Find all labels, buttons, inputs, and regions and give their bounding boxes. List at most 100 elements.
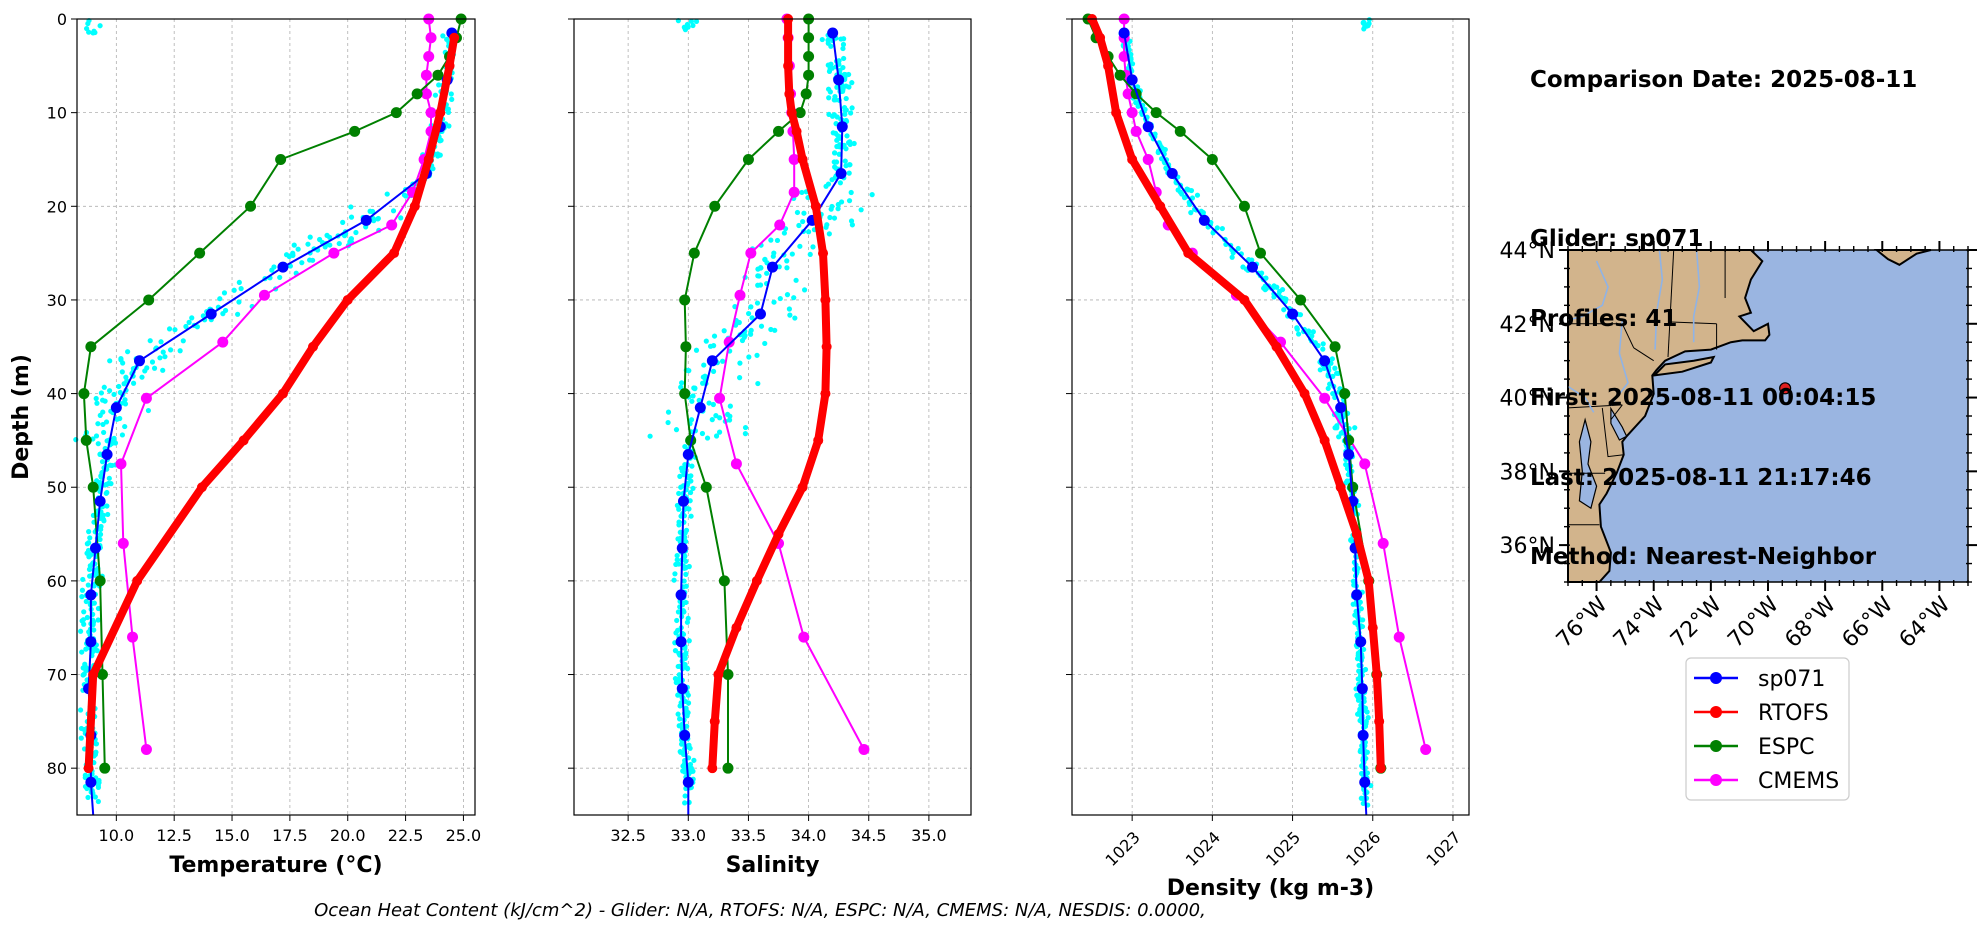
scatter-point <box>1229 254 1235 260</box>
temperature-profile-chart: 0 10 20 30 40 50 60 70 80 10.0 12.5 15.0 17.5 20.0 22.… <box>9 10 481 878</box>
series-point-cmems <box>798 631 810 643</box>
scatter-point <box>703 338 709 344</box>
x-tick-label: 1027 <box>1422 828 1464 870</box>
map-state-border <box>1667 249 1675 358</box>
scatter-point <box>401 192 408 198</box>
series-point-rtofs <box>751 575 762 586</box>
series-point-sp071 <box>1142 121 1154 133</box>
scatter-point <box>665 419 671 426</box>
y-tick-label: 40 <box>47 385 67 404</box>
scatter-point <box>85 547 92 554</box>
series-point-rtofs <box>1367 622 1378 633</box>
scatter-point <box>755 266 761 272</box>
scatter-point <box>220 311 226 317</box>
scatter-point <box>706 400 712 406</box>
x-tick-label: 20.0 <box>330 826 366 845</box>
series-point-sp071 <box>676 542 688 554</box>
map-river <box>1567 260 1609 321</box>
x-tick-label: 32.5 <box>610 826 646 845</box>
series-point-sp071 <box>676 683 688 695</box>
scatter-point <box>824 222 830 228</box>
x-tick-label: 35.0 <box>911 826 947 845</box>
series-point-cmems <box>140 743 152 755</box>
series-point-rtofs <box>83 763 94 774</box>
series-point-sp071 <box>1357 729 1369 741</box>
series-point-espc <box>1329 341 1341 353</box>
x-axis-label: Temperature (°C) <box>169 853 382 878</box>
series-point-rtofs <box>810 201 821 212</box>
scatter-point <box>848 218 855 224</box>
scatter-point <box>101 429 107 436</box>
series-point-sp071 <box>1355 636 1367 648</box>
scatter-point <box>1175 187 1181 193</box>
scatter-point <box>95 605 102 612</box>
scatter-point <box>166 326 173 332</box>
series-point-rtofs <box>773 529 784 540</box>
scatter-point <box>108 481 114 487</box>
series-line-sp071 <box>87 32 453 816</box>
scatter-point <box>781 230 787 236</box>
scatter-point <box>774 237 781 244</box>
scatter-point <box>97 536 103 543</box>
series-point-cmems <box>1377 537 1389 549</box>
series-point-rtofs <box>820 388 831 399</box>
scatter-point <box>449 96 455 102</box>
scatter-point <box>130 380 137 386</box>
scatter-point <box>678 741 685 747</box>
series-point-espc <box>803 69 815 81</box>
scatter-point <box>709 417 715 423</box>
scatter-point <box>111 391 117 398</box>
scatter-point <box>684 723 690 729</box>
scatter-point <box>764 270 770 276</box>
series-point-espc <box>194 247 206 259</box>
series-point-cmems <box>1142 153 1154 165</box>
scatter-point <box>1279 286 1286 293</box>
map-lon-label: 76°W <box>1552 592 1613 653</box>
series-point-espc <box>78 388 90 400</box>
scatter-point <box>784 265 790 271</box>
scatter-point <box>791 295 797 301</box>
series-point-rtofs <box>1095 32 1106 43</box>
scatter-point <box>348 236 354 242</box>
scatter-point <box>771 250 777 256</box>
series-point-cmems <box>714 392 726 404</box>
scatter-point <box>139 374 145 380</box>
scatter-point <box>1320 341 1326 347</box>
scatter-point <box>221 290 228 296</box>
series-point-rtofs <box>1155 201 1166 212</box>
series-point-espc <box>803 50 815 62</box>
legend: sp071 RTOFS ESPC CMEMS <box>1685 657 1850 801</box>
series-point-rtofs <box>1271 341 1282 352</box>
series-point-sp071 <box>1118 27 1130 39</box>
first-time: First: 2025-08-11 00:04:15 <box>1530 385 1877 411</box>
scatter-point <box>844 133 850 139</box>
legend-swatch-marker <box>1710 672 1722 684</box>
scatter-point <box>727 413 733 419</box>
scatter-point <box>122 401 129 407</box>
scatter-point <box>79 587 86 593</box>
scatter-point <box>810 244 816 250</box>
series-line-espc <box>82 18 463 769</box>
scatter-point <box>100 397 106 403</box>
scatter-point <box>777 295 783 302</box>
scatter-point <box>828 61 834 67</box>
series-point-cmems <box>1130 125 1142 137</box>
scatter-point <box>713 433 720 439</box>
scatter-point <box>826 95 832 101</box>
scatter-point <box>1325 385 1331 392</box>
scatter-point <box>826 231 832 237</box>
scatter-point <box>95 441 101 447</box>
scatter-point <box>84 785 90 792</box>
scatter-point <box>674 552 680 559</box>
series-point-cmems <box>1359 458 1371 470</box>
scatter-point <box>754 300 761 306</box>
scatter-point <box>1219 225 1225 232</box>
scatter-point <box>681 768 687 774</box>
scatter-point <box>849 105 855 111</box>
scatter-point <box>836 151 842 157</box>
scatter-point <box>687 767 693 773</box>
scatter-point <box>710 401 716 408</box>
scatter-point <box>177 348 183 354</box>
scatter-point <box>160 367 166 373</box>
series-point-rtofs <box>783 60 794 71</box>
